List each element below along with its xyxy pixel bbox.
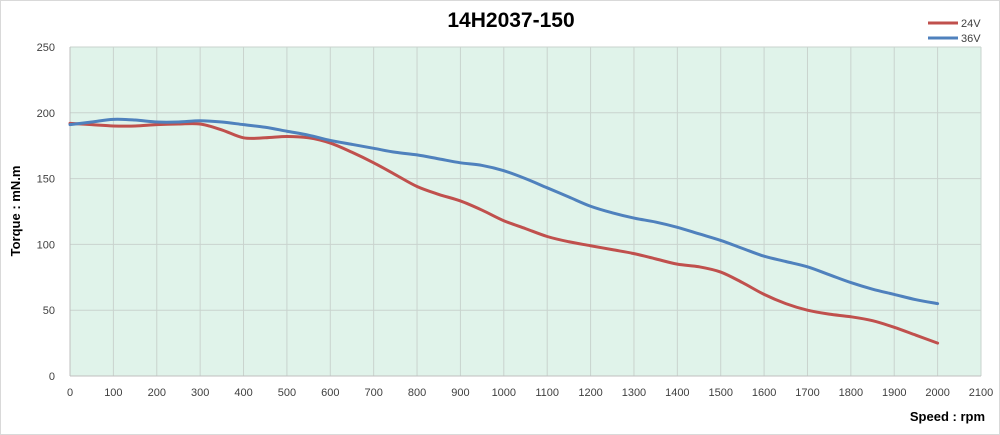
- x-tick-label: 700: [364, 387, 382, 399]
- x-tick-label: 800: [408, 387, 426, 399]
- x-tick-label: 1300: [622, 387, 646, 399]
- x-tick-label: 1600: [752, 387, 776, 399]
- x-tick-label: 400: [234, 387, 252, 399]
- x-tick-label: 1700: [795, 387, 819, 399]
- x-tick-label: 200: [148, 387, 166, 399]
- series-lines: [68, 117, 940, 345]
- series-line-36v: [68, 117, 940, 306]
- x-tick-label: 1200: [578, 387, 602, 399]
- series-line-24v: [68, 121, 940, 345]
- x-tick-label: 0: [67, 387, 73, 399]
- x-tick-label: 1400: [665, 387, 689, 399]
- x-tick-label: 2100: [969, 387, 993, 399]
- x-tick-label: 100: [104, 387, 122, 399]
- y-tick-label: 0: [49, 371, 55, 383]
- x-tick-label: 1100: [535, 387, 559, 399]
- x-tick-label: 1000: [492, 387, 516, 399]
- legend-label-36v: 36V: [961, 33, 981, 45]
- x-tick-label: 1500: [708, 387, 732, 399]
- x-tick-label: 900: [451, 387, 469, 399]
- legend-label-24v: 24V: [961, 18, 981, 30]
- grid-lines: [69, 46, 982, 377]
- y-tick-label: 150: [37, 174, 55, 186]
- y-tick-label: 100: [37, 239, 55, 251]
- chart-title: 14H2037-150: [447, 9, 574, 32]
- x-tick-label: 300: [191, 387, 209, 399]
- x-tick-label: 500: [278, 387, 296, 399]
- plot-area: [70, 47, 981, 376]
- x-tick-label: 1900: [882, 387, 906, 399]
- y-axis-title: Torque : mN.m: [8, 166, 23, 257]
- y-tick-label: 50: [43, 305, 55, 317]
- x-tick-label: 1800: [839, 387, 863, 399]
- x-tick-label: 2000: [925, 387, 949, 399]
- y-tick-label: 250: [37, 42, 55, 54]
- x-axis-title: Speed : rpm: [910, 409, 985, 424]
- y-tick-label: 200: [37, 108, 55, 120]
- tick-labels: 0 100 200 300 400 500 600 700 800 900 1000 1100 1200…: [37, 42, 994, 399]
- x-tick-label: 600: [321, 387, 339, 399]
